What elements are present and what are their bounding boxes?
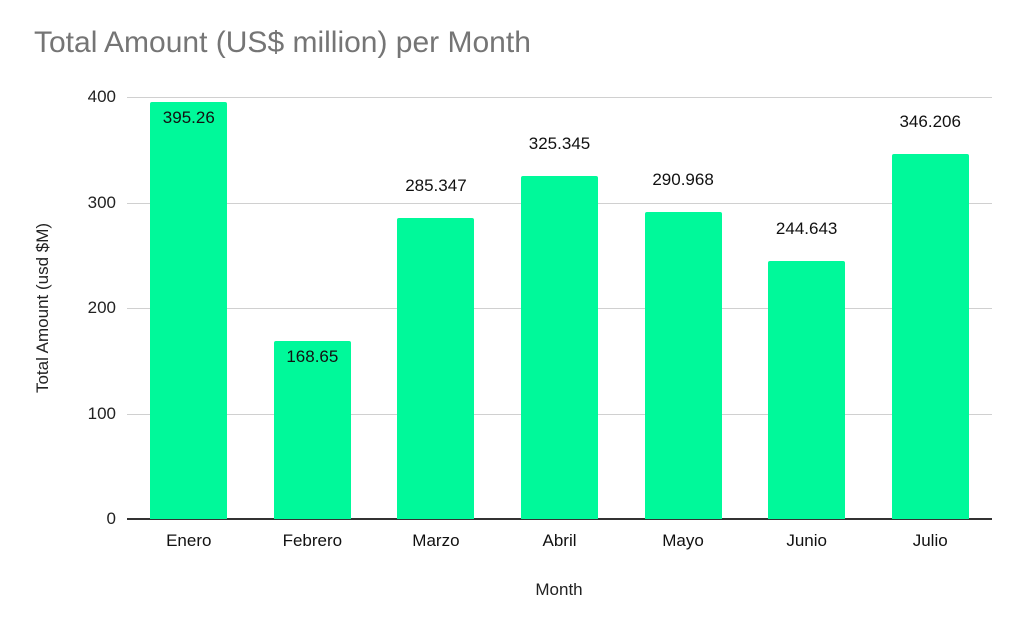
data-label: 395.26	[162, 108, 215, 127]
chart-title: Total Amount (US$ million) per Month	[34, 26, 531, 59]
x-axis-label: Month	[535, 580, 583, 599]
x-tick-label: Enero	[166, 531, 212, 550]
bar-enero[interactable]	[150, 102, 228, 519]
x-tick-label: Julio	[912, 531, 948, 550]
y-tick-label: 100	[87, 403, 116, 423]
x-tick-label: Febrero	[282, 531, 343, 550]
bar-marzo[interactable]	[397, 217, 475, 519]
y-tick-label: 0	[106, 509, 116, 528]
bar-julio[interactable]	[891, 153, 969, 519]
y-tick-label: 200	[87, 298, 116, 317]
data-label: 244.643	[775, 218, 838, 238]
y-tick-label: 400	[87, 87, 116, 106]
data-label: 325.345	[528, 133, 591, 153]
x-tick-label: Mayo	[662, 531, 704, 550]
x-axis-line	[127, 518, 992, 520]
bar-mayo[interactable]	[644, 212, 722, 519]
y-axis-label: Total Amount (usd $M)	[33, 222, 52, 394]
data-label: 285.347	[405, 175, 467, 195]
x-tick-label: Junio	[786, 531, 827, 550]
bar-febrero[interactable]	[273, 341, 351, 519]
bar-abril[interactable]	[521, 175, 598, 519]
bar-junio[interactable]	[768, 260, 846, 519]
data-label: 168.65	[286, 347, 339, 367]
data-label: 290.968	[652, 170, 714, 190]
gridline	[127, 97, 992, 98]
x-tick-label: Abril	[542, 531, 577, 550]
x-tick-label: Marzo	[412, 531, 460, 550]
y-tick-label: 300	[87, 192, 116, 212]
data-label: 346.206	[899, 111, 961, 131]
